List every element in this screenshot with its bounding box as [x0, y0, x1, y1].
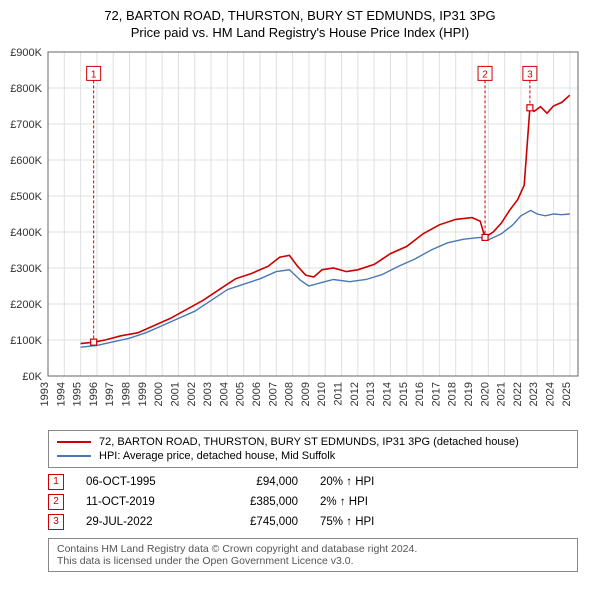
legend-row: 72, BARTON ROAD, THURSTON, BURY ST EDMUN… [57, 435, 569, 449]
up-arrow-icon: ↑ [346, 516, 352, 528]
event-marker-icon: 2 [48, 494, 64, 510]
footer-line-1: Contains HM Land Registry data © Crown c… [57, 543, 569, 555]
svg-text:2003: 2003 [202, 382, 214, 406]
svg-text:2022: 2022 [512, 382, 524, 406]
svg-text:2007: 2007 [267, 382, 279, 406]
footer-line-2: This data is licensed under the Open Gov… [57, 555, 569, 567]
legend: 72, BARTON ROAD, THURSTON, BURY ST EDMUN… [48, 430, 578, 468]
event-price: £745,000 [218, 516, 298, 528]
svg-text:£0K: £0K [22, 371, 42, 383]
legend-swatch [57, 441, 91, 443]
chart-svg: £0K £100K £200K £300K £400K £500K £600K £700K £8… [0, 46, 600, 426]
svg-text:£600K: £600K [10, 155, 42, 167]
svg-text:2009: 2009 [300, 382, 312, 406]
svg-text:2008: 2008 [284, 382, 296, 406]
legend-row: HPI: Average price, detached house, Mid … [57, 449, 569, 463]
svg-text:£200K: £200K [10, 299, 42, 311]
svg-text:2011: 2011 [333, 382, 345, 406]
svg-text:1994: 1994 [55, 382, 67, 406]
svg-text:2021: 2021 [496, 382, 508, 406]
event-price: £385,000 [218, 496, 298, 508]
svg-text:2001: 2001 [169, 382, 181, 406]
svg-text:2017: 2017 [430, 382, 442, 406]
event-row: 2 11-OCT-2019 £385,000 2% ↑ HPI [48, 492, 578, 512]
svg-text:2020: 2020 [479, 382, 491, 406]
event-pct: 75% ↑ HPI [320, 516, 420, 528]
svg-text:1: 1 [91, 69, 97, 80]
svg-text:2014: 2014 [381, 382, 393, 406]
svg-text:2012: 2012 [349, 382, 361, 406]
svg-text:2004: 2004 [218, 382, 230, 406]
event-row: 3 29-JUL-2022 £745,000 75% ↑ HPI [48, 512, 578, 532]
svg-text:1996: 1996 [88, 382, 100, 406]
plot-area: £0K £100K £200K £300K £400K £500K £600K £700K £8… [0, 46, 600, 426]
svg-text:2: 2 [482, 69, 488, 80]
legend-label: 72, BARTON ROAD, THURSTON, BURY ST EDMUN… [99, 436, 519, 448]
svg-text:3: 3 [527, 69, 533, 80]
up-arrow-icon: ↑ [346, 476, 352, 488]
svg-text:2025: 2025 [561, 382, 573, 406]
event-price: £94,000 [218, 476, 298, 488]
svg-text:£300K: £300K [10, 263, 42, 275]
event-date: 29-JUL-2022 [86, 516, 196, 528]
svg-text:2019: 2019 [463, 382, 475, 406]
svg-text:2010: 2010 [316, 382, 328, 406]
svg-text:1995: 1995 [72, 382, 84, 406]
up-arrow-icon: ↑ [340, 496, 346, 508]
event-date: 11-OCT-2019 [86, 496, 196, 508]
svg-text:2015: 2015 [398, 382, 410, 406]
svg-text:£500K: £500K [10, 191, 42, 203]
svg-text:2000: 2000 [153, 382, 165, 406]
event-marker-icon: 1 [48, 474, 64, 490]
svg-text:£800K: £800K [10, 83, 42, 95]
event-row: 1 06-OCT-1995 £94,000 20% ↑ HPI [48, 472, 578, 492]
event-pct: 2% ↑ HPI [320, 496, 420, 508]
footer-attribution: Contains HM Land Registry data © Crown c… [48, 538, 578, 572]
chart-container: 72, BARTON ROAD, THURSTON, BURY ST EDMUN… [0, 0, 600, 572]
svg-text:1998: 1998 [121, 382, 133, 406]
svg-text:£400K: £400K [10, 227, 42, 239]
svg-text:2013: 2013 [365, 382, 377, 406]
svg-text:2005: 2005 [235, 382, 247, 406]
event-date: 06-OCT-1995 [86, 476, 196, 488]
svg-text:2018: 2018 [447, 382, 459, 406]
event-marker-icon: 3 [48, 514, 64, 530]
title-line-2: Price paid vs. HM Land Registry's House … [4, 25, 596, 42]
svg-text:2024: 2024 [545, 382, 557, 406]
event-pct: 20% ↑ HPI [320, 476, 420, 488]
svg-text:2006: 2006 [251, 382, 263, 406]
svg-text:2002: 2002 [186, 382, 198, 406]
svg-text:£100K: £100K [10, 335, 42, 347]
svg-text:1993: 1993 [39, 382, 51, 406]
title-line-1: 72, BARTON ROAD, THURSTON, BURY ST EDMUN… [4, 8, 596, 25]
svg-text:1997: 1997 [104, 382, 116, 406]
svg-text:2016: 2016 [414, 382, 426, 406]
event-list: 1 06-OCT-1995 £94,000 20% ↑ HPI 2 11-OCT… [48, 472, 578, 532]
svg-text:£900K: £900K [10, 47, 42, 59]
chart-title: 72, BARTON ROAD, THURSTON, BURY ST EDMUN… [0, 0, 600, 46]
svg-text:1999: 1999 [137, 382, 149, 406]
svg-text:2023: 2023 [528, 382, 540, 406]
legend-label: HPI: Average price, detached house, Mid … [99, 450, 335, 462]
legend-swatch [57, 455, 91, 457]
svg-text:£700K: £700K [10, 119, 42, 131]
